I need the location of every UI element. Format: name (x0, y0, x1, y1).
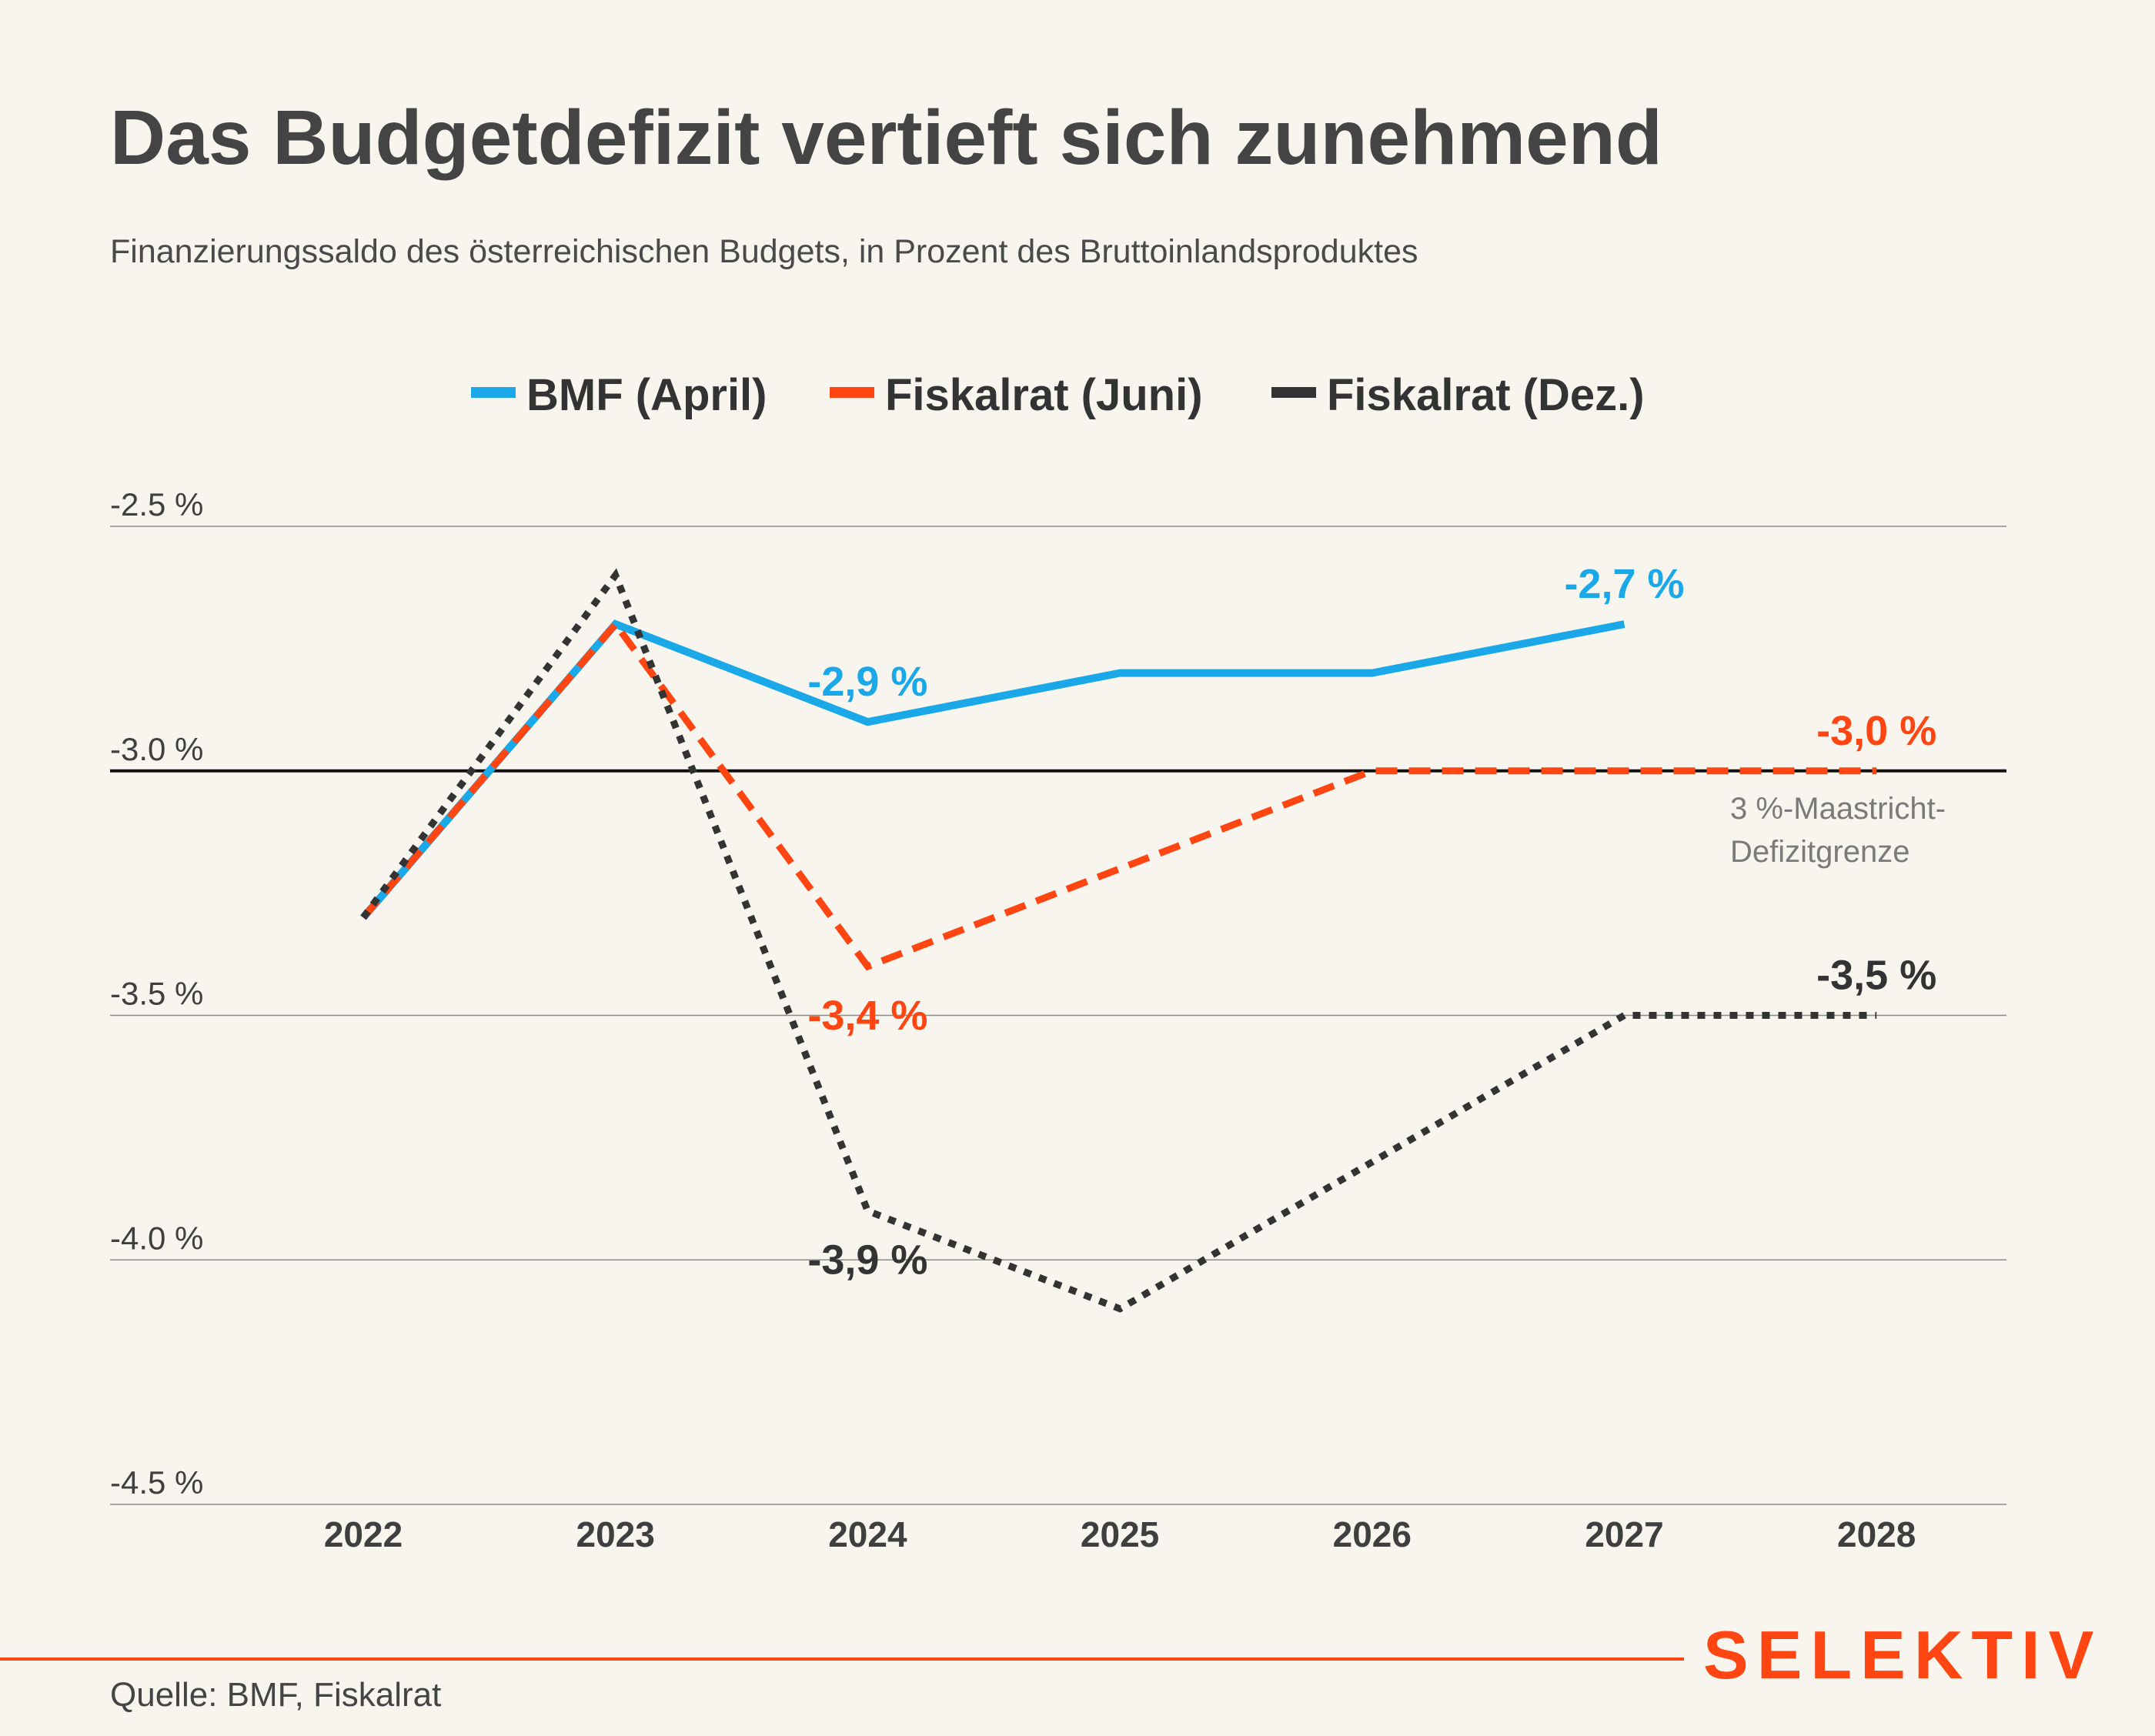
data-label: -3,5 % (1816, 953, 1936, 999)
legend-swatch (1271, 387, 1316, 398)
legend-label: Fiskalrat (Dez.) (1327, 370, 1645, 420)
y-tick-label: -3.0 % (110, 731, 203, 767)
maastricht-label: 3 %-Maastricht- (1730, 792, 1946, 826)
data-label: -3,4 % (807, 993, 927, 1039)
footer-divider (0, 1658, 1684, 1661)
data-label: -2,9 % (807, 659, 927, 705)
legend-label: Fiskalrat (Juni) (885, 370, 1203, 420)
brand-logo: SELEKTIV (1703, 1617, 2103, 1693)
x-tick-label: 2023 (576, 1514, 655, 1554)
x-tick-label: 2027 (1585, 1514, 1663, 1554)
y-tick-label: -3.5 % (110, 976, 203, 1012)
series-line-0 (360, 619, 1625, 920)
legend-label: BMF (April) (526, 370, 767, 420)
x-tick-label: 2028 (1837, 1514, 1916, 1554)
chart-title: Das Budgetdefizit vertieft sich zunehmen… (110, 95, 1662, 181)
x-tick-label: 2024 (828, 1514, 907, 1554)
y-tick-label: -4.5 % (110, 1464, 203, 1501)
data-label: -2,7 % (1564, 561, 1684, 607)
chart-subtitle: Finanzierungssaldo des österreichischen … (110, 233, 1418, 270)
data-label: -3,0 % (1816, 708, 1936, 754)
maastricht-label: Defizitgrenze (1730, 835, 1909, 869)
x-tick-label: 2025 (1081, 1514, 1159, 1554)
series-line-2 (360, 568, 1877, 1313)
data-label: -3,9 % (807, 1237, 927, 1284)
x-tick-label: 2022 (324, 1514, 403, 1554)
legend-swatch (830, 387, 874, 398)
x-tick-label: 2026 (1333, 1514, 1412, 1554)
y-tick-label: -2.5 % (110, 486, 203, 522)
y-tick-label: -4.0 % (110, 1220, 203, 1256)
source-note: Quelle: BMF, Fiskalrat (110, 1676, 442, 1714)
legend-swatch (471, 387, 516, 398)
